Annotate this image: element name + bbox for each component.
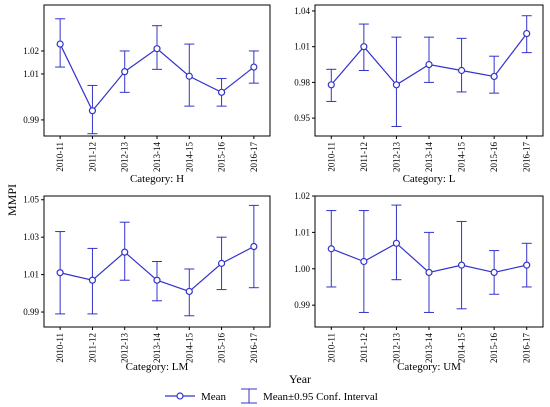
x-tick-label: 2013-14 <box>424 333 434 363</box>
mean-point <box>425 60 433 69</box>
y-tick-label: 1.05 <box>23 195 39 205</box>
panels: 0.99 1.01 1.02 2010-11 2011-12 2012-13 2013-14… <box>23 4 544 373</box>
mean-point <box>490 268 498 277</box>
y-tick-label: 0.98 <box>294 77 310 87</box>
y-tick-label: 1.02 <box>294 191 310 201</box>
x-tick-label: 2010-11 <box>55 142 65 172</box>
x-tick-label: 2011-12 <box>359 333 369 363</box>
x-tick-label: 2012-13 <box>120 142 130 172</box>
mean-point <box>250 242 258 251</box>
x-tick-label: 2015-16 <box>217 142 227 172</box>
mean-point <box>217 259 226 267</box>
mean-point <box>185 72 193 80</box>
mean-point <box>56 40 64 48</box>
mean-point <box>457 261 466 269</box>
mean-point <box>153 45 161 53</box>
x-tick-label: 2015-16 <box>489 333 499 363</box>
y-tick-label: 1.02 <box>23 46 39 56</box>
x-tick-label: 2011-12 <box>87 333 97 363</box>
y-tick-label: 0.95 <box>294 113 310 123</box>
mean-point <box>360 257 368 266</box>
x-tick-label: 2014-15 <box>184 142 194 172</box>
x-tick-label: 2014-15 <box>457 142 467 172</box>
x-tick-label: 2011-12 <box>87 142 97 172</box>
chart-panel: 0.99 1.01 1.02 2010-11 2011-12 2012-13 2013-14… <box>23 4 271 185</box>
mean-point <box>121 248 129 256</box>
y-tick-label: 0.99 <box>23 307 39 317</box>
legend-mean-label: Mean <box>201 391 227 403</box>
mean-point <box>121 68 129 76</box>
mean-point <box>523 29 531 38</box>
y-tick-label: 1.01 <box>23 270 39 280</box>
category-label: Category: LM <box>126 361 189 373</box>
mean-point <box>490 72 498 81</box>
mean-point <box>88 276 97 284</box>
y-axis-label: MMPI <box>5 184 19 216</box>
mean-point <box>250 63 258 71</box>
y-tick-label: 0.99 <box>294 300 310 310</box>
x-tick-label: 2010-11 <box>326 142 336 172</box>
x-tick-label: 2010-11 <box>55 333 65 363</box>
category-label: Category: UM <box>397 361 461 373</box>
x-tick-label: 2013-14 <box>152 142 162 172</box>
chart-panel: 0.99 1.01 1.03 1.05 2010-11 2011-12 2012-13 201… <box>23 195 271 373</box>
y-tick-label: 1.01 <box>294 42 310 52</box>
legend-mean-marker <box>176 392 184 400</box>
category-label: Category: L <box>403 173 456 185</box>
x-tick-label: 2016-17 <box>249 142 259 172</box>
x-tick-label: 2016-17 <box>249 333 259 363</box>
y-tick-label: 1.03 <box>23 232 39 242</box>
mean-point <box>523 261 531 269</box>
y-tick-label: 1.00 <box>294 264 310 274</box>
x-tick-label: 2012-13 <box>120 333 130 363</box>
mean-point <box>425 268 433 277</box>
mean-point <box>327 245 335 253</box>
chart-panel: 0.95 0.98 1.01 1.04 2010-11 2011-12 2012-13 201… <box>294 4 544 185</box>
mean-point <box>457 66 466 75</box>
x-tick-label: 2014-15 <box>457 333 467 363</box>
legend-ci-label: Mean±0.95 Conf. Interval <box>263 391 378 403</box>
x-tick-label: 2015-16 <box>489 142 499 172</box>
x-axis-label: Year <box>289 372 311 386</box>
x-tick-label: 2010-11 <box>326 333 336 363</box>
mean-point <box>217 88 226 96</box>
x-tick-label: 2015-16 <box>217 333 227 363</box>
mean-point <box>360 43 368 51</box>
category-label: Category: H <box>130 173 184 185</box>
mean-point <box>153 276 161 284</box>
y-tick-label: 1.01 <box>294 227 310 237</box>
x-tick-label: 2016-17 <box>522 333 532 363</box>
mean-point <box>392 239 401 247</box>
mean-point <box>185 287 193 296</box>
mean-point <box>392 81 401 89</box>
x-tick-label: 2016-17 <box>522 142 532 172</box>
legend: Mean Mean±0.95 Conf. Interval <box>165 388 378 404</box>
x-tick-label: 2012-13 <box>391 142 401 172</box>
chart-panel: 0.99 1.00 1.01 1.02 2010-11 2011-12 2012-13 201… <box>294 191 544 373</box>
x-tick-label: 2014-15 <box>184 333 194 363</box>
mean-point <box>88 107 97 115</box>
y-tick-label: 1.04 <box>294 6 310 16</box>
x-tick-label: 2011-12 <box>359 142 369 172</box>
mean-point <box>327 81 335 89</box>
mean-point <box>56 269 64 277</box>
y-tick-label: 0.99 <box>23 115 39 125</box>
x-tick-label: 2013-14 <box>424 142 434 172</box>
y-tick-label: 1.01 <box>23 69 39 79</box>
x-tick-label: 2012-13 <box>391 333 401 363</box>
x-tick-label: 2013-14 <box>152 333 162 363</box>
